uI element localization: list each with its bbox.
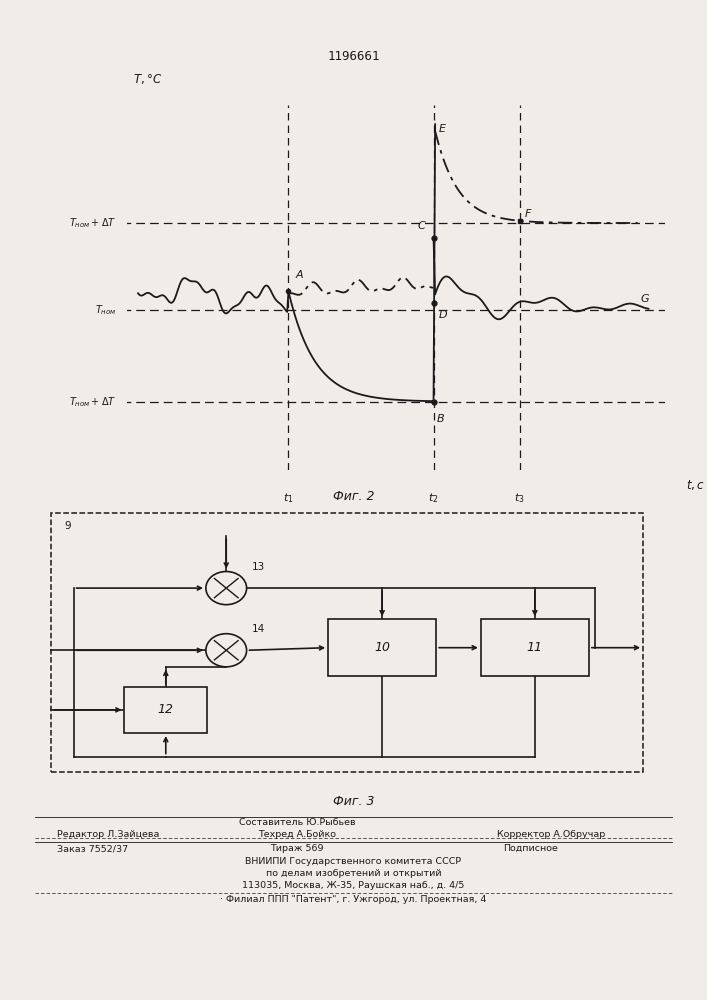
Text: по делам изобретений и открытий: по делам изобретений и открытий	[266, 869, 441, 878]
Text: 10: 10	[374, 641, 390, 654]
Text: F: F	[525, 209, 531, 219]
Text: Корректор А.Обручар: Корректор А.Обручар	[497, 830, 606, 839]
Text: 12: 12	[158, 703, 174, 716]
Text: E: E	[439, 124, 446, 134]
Text: $T,°C$: $T,°C$	[133, 72, 162, 86]
Text: · Филиал ППП "Патент", г. Ужгород, ул. Проектная, 4: · Филиал ППП "Патент", г. Ужгород, ул. П…	[221, 895, 486, 904]
Text: 113035, Москва, Ж-35, Раушская наб., д. 4/5: 113035, Москва, Ж-35, Раушская наб., д. …	[243, 881, 464, 890]
Text: B: B	[436, 414, 444, 424]
Text: D: D	[439, 310, 448, 320]
Text: $T_{ном}$: $T_{ном}$	[95, 304, 117, 317]
Bar	[481, 619, 589, 676]
Text: Заказ 7552/37: Заказ 7552/37	[57, 844, 128, 853]
Text: 11: 11	[527, 641, 543, 654]
Text: Редактор Л.Зайцева: Редактор Л.Зайцева	[57, 830, 159, 839]
Text: $t_3$: $t_3$	[514, 491, 525, 505]
Bar	[124, 687, 207, 733]
Text: 9: 9	[64, 521, 71, 531]
Text: A: A	[296, 270, 303, 280]
Text: Подписное: Подписное	[503, 844, 558, 853]
Text: Фиг. 2: Фиг. 2	[333, 490, 374, 503]
Text: Фиг. 3: Фиг. 3	[333, 795, 374, 808]
Text: $T_{ном}+\Delta T$: $T_{ном}+\Delta T$	[69, 395, 117, 408]
Text: $t_2$: $t_2$	[428, 491, 439, 505]
Text: G: G	[641, 294, 649, 304]
Text: Техред А.Бойко: Техред А.Бойко	[258, 830, 336, 839]
Text: $t,c$: $t,c$	[686, 478, 705, 492]
Text: ВНИИПИ Государственного комитета СССР: ВНИИПИ Государственного комитета СССР	[245, 857, 462, 866]
Text: 13: 13	[252, 562, 265, 572]
Text: 14: 14	[252, 624, 265, 634]
Text: $T_{ном}+\Delta T$: $T_{ном}+\Delta T$	[69, 216, 117, 230]
Text: $t_1$: $t_1$	[284, 491, 293, 505]
Bar	[328, 619, 436, 676]
Text: C: C	[417, 221, 425, 231]
Circle shape	[206, 634, 247, 667]
Text: Тираж 569: Тираж 569	[270, 844, 324, 853]
Text: Составитель Ю.Рыбьев: Составитель Ю.Рыбьев	[239, 818, 355, 827]
Circle shape	[206, 572, 247, 605]
Text: 1196661: 1196661	[327, 50, 380, 64]
